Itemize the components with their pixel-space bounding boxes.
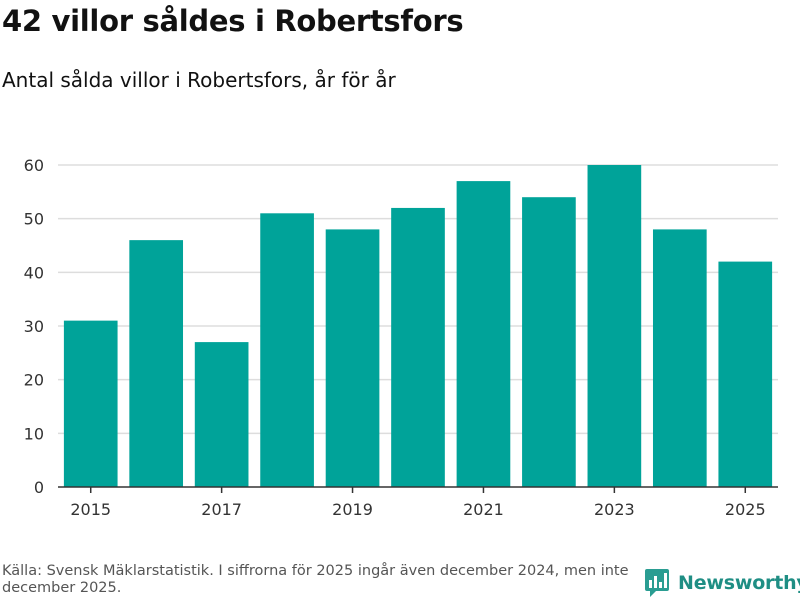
brand[interactable]: Newsworthy [644,566,800,600]
source-note: Källa: Svensk Mäklarstatistik. I siffror… [2,563,629,596]
bar-2019 [325,229,380,487]
tick-labels: 0 10 20 30 40 50 60 2015 2017 2019 2021 2023 2025 [24,156,766,519]
x-tick-label: 2015 [70,500,111,519]
bars [63,165,773,488]
y-tick-label: 40 [24,263,44,282]
brand-name: Newsworthy [678,572,800,594]
y-tick-label: 50 [24,210,44,229]
x-tick-label: 2017 [201,500,242,519]
bar-2018 [260,213,314,488]
x-tick-label: 2019 [332,500,373,519]
y-tick-label: 20 [24,371,44,390]
newsworthy-logo-icon [645,569,669,597]
y-tick-label: 0 [34,478,44,497]
x-tick-label: 2021 [463,500,504,519]
bar-2022 [522,197,576,487]
bar-2025 [718,261,773,487]
y-tick-label: 30 [24,317,44,336]
bar-2015 [63,320,118,487]
bar-2024 [652,229,707,487]
chart-subtitle: Antal sålda villor i Robertsfors, år för… [2,68,396,92]
bar-2023 [587,165,642,487]
bar-2020 [391,207,445,487]
chart-title: 42 villor såldes i Robertsfors [2,4,464,38]
y-tick-label: 60 [24,156,44,175]
axes [58,486,778,493]
y-tick-label: 10 [24,424,44,443]
bar-chart: 0 10 20 30 40 50 60 2015 2017 2019 2021 2023 2025 [24,156,778,519]
x-tick-label: 2023 [594,500,635,519]
bar-2016 [129,240,184,487]
x-tick-label: 2025 [725,500,766,519]
bar-2017 [194,342,249,487]
bar-2021 [456,181,511,487]
